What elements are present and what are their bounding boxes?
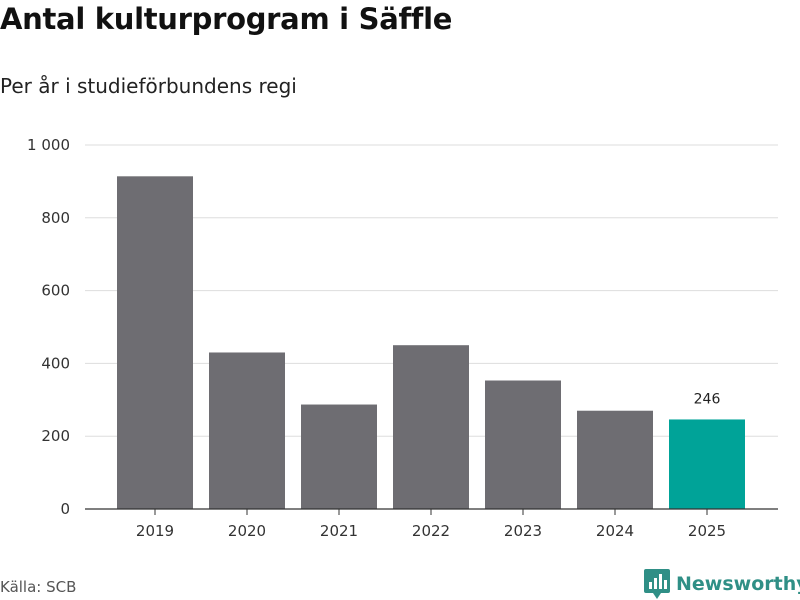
bar [485,380,561,509]
y-tick-label: 200 [41,427,70,445]
y-tick-label: 0 [60,500,70,518]
data-label: 246 [694,391,721,407]
x-tick-label: 2022 [412,522,450,540]
y-tick-label: 800 [41,209,70,227]
brand: Newsworthy [644,568,800,600]
x-tick-label: 2021 [320,522,358,540]
bar [393,345,469,509]
x-tick-label: 2020 [228,522,266,540]
x-tick-label: 2023 [504,522,542,540]
y-tick-label: 600 [41,282,70,300]
x-tick-label: 2025 [688,522,726,540]
newsworthy-logo-icon [644,569,670,599]
y-tick-label: 1 000 [27,136,70,154]
bar [669,419,745,509]
brand-name: Newsworthy [676,573,800,595]
bar [209,352,285,509]
y-tick-label: 400 [41,354,70,372]
chart-title: Antal kulturprogram i Säffle [0,2,453,36]
x-tick-label: 2019 [136,522,174,540]
bar [577,410,653,509]
x-tick-label: 2024 [596,522,634,540]
bar [301,404,377,509]
source-note: Källa: SCB [0,578,77,596]
chart-subtitle: Per år i studieförbundens regi [0,74,297,98]
bar [117,176,193,509]
